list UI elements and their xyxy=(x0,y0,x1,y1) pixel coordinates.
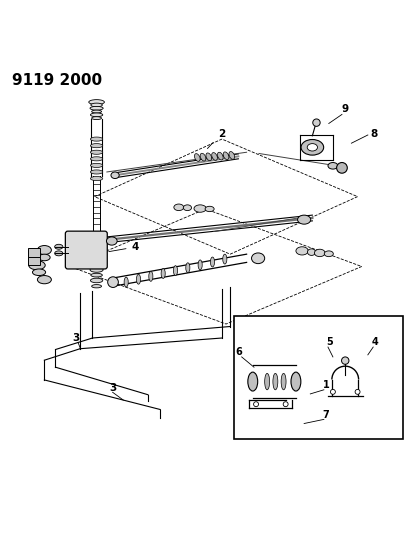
Ellipse shape xyxy=(91,273,102,277)
Ellipse shape xyxy=(212,152,217,160)
Ellipse shape xyxy=(281,373,286,390)
Circle shape xyxy=(283,402,288,407)
Ellipse shape xyxy=(90,163,103,167)
Ellipse shape xyxy=(273,373,278,390)
Ellipse shape xyxy=(223,254,227,264)
Ellipse shape xyxy=(217,152,223,160)
Ellipse shape xyxy=(90,150,103,154)
Ellipse shape xyxy=(223,152,229,160)
Text: 3: 3 xyxy=(72,333,79,343)
Text: 6: 6 xyxy=(235,347,242,357)
Circle shape xyxy=(330,390,335,394)
Ellipse shape xyxy=(205,206,214,212)
Ellipse shape xyxy=(174,204,184,211)
Ellipse shape xyxy=(183,205,192,211)
Circle shape xyxy=(313,119,320,126)
Ellipse shape xyxy=(92,117,102,119)
Ellipse shape xyxy=(124,277,128,287)
Text: 1: 1 xyxy=(323,379,329,390)
Ellipse shape xyxy=(32,269,46,276)
Ellipse shape xyxy=(90,113,103,117)
Text: 2: 2 xyxy=(208,128,225,149)
Ellipse shape xyxy=(90,268,103,272)
Ellipse shape xyxy=(90,176,103,181)
Ellipse shape xyxy=(149,271,153,281)
Ellipse shape xyxy=(111,172,119,179)
Ellipse shape xyxy=(298,215,311,224)
Ellipse shape xyxy=(206,153,212,160)
Ellipse shape xyxy=(324,251,333,256)
Circle shape xyxy=(342,357,349,365)
Ellipse shape xyxy=(39,254,50,261)
Text: 9119 2000: 9119 2000 xyxy=(12,74,102,88)
Bar xyxy=(28,248,40,256)
Circle shape xyxy=(337,163,347,173)
FancyBboxPatch shape xyxy=(65,231,107,269)
Ellipse shape xyxy=(296,247,308,255)
Ellipse shape xyxy=(161,269,165,278)
Ellipse shape xyxy=(55,251,63,256)
Ellipse shape xyxy=(89,100,104,104)
Ellipse shape xyxy=(92,285,102,288)
Text: 4: 4 xyxy=(109,242,139,252)
Ellipse shape xyxy=(108,277,118,287)
Ellipse shape xyxy=(90,278,103,282)
Ellipse shape xyxy=(136,274,141,284)
Ellipse shape xyxy=(200,154,206,161)
Ellipse shape xyxy=(265,373,270,390)
Ellipse shape xyxy=(291,372,301,391)
Ellipse shape xyxy=(90,143,103,148)
Ellipse shape xyxy=(173,265,178,276)
Ellipse shape xyxy=(90,107,103,110)
Text: 3: 3 xyxy=(109,383,116,393)
Ellipse shape xyxy=(301,140,324,155)
Ellipse shape xyxy=(328,163,338,169)
Ellipse shape xyxy=(92,110,102,113)
Ellipse shape xyxy=(229,151,235,159)
Ellipse shape xyxy=(37,276,51,284)
Text: 5: 5 xyxy=(327,337,333,346)
Ellipse shape xyxy=(314,249,325,256)
Ellipse shape xyxy=(90,170,103,174)
Ellipse shape xyxy=(307,249,316,255)
Circle shape xyxy=(254,402,259,407)
Ellipse shape xyxy=(29,261,45,270)
Ellipse shape xyxy=(90,137,103,141)
Ellipse shape xyxy=(106,237,117,245)
Bar xyxy=(234,316,403,439)
Ellipse shape xyxy=(194,154,200,161)
Ellipse shape xyxy=(90,157,103,161)
Ellipse shape xyxy=(252,253,265,264)
Ellipse shape xyxy=(55,244,63,249)
Bar xyxy=(28,256,40,265)
Ellipse shape xyxy=(37,246,51,255)
Text: 7: 7 xyxy=(323,410,329,420)
Text: 9: 9 xyxy=(341,104,348,114)
Ellipse shape xyxy=(210,257,215,267)
Circle shape xyxy=(355,390,360,394)
Ellipse shape xyxy=(91,103,102,107)
Text: 8: 8 xyxy=(370,129,377,139)
Ellipse shape xyxy=(248,372,258,391)
Ellipse shape xyxy=(198,260,202,270)
Ellipse shape xyxy=(194,205,206,212)
Ellipse shape xyxy=(186,263,190,273)
Text: 4: 4 xyxy=(372,337,379,346)
Ellipse shape xyxy=(307,143,318,151)
